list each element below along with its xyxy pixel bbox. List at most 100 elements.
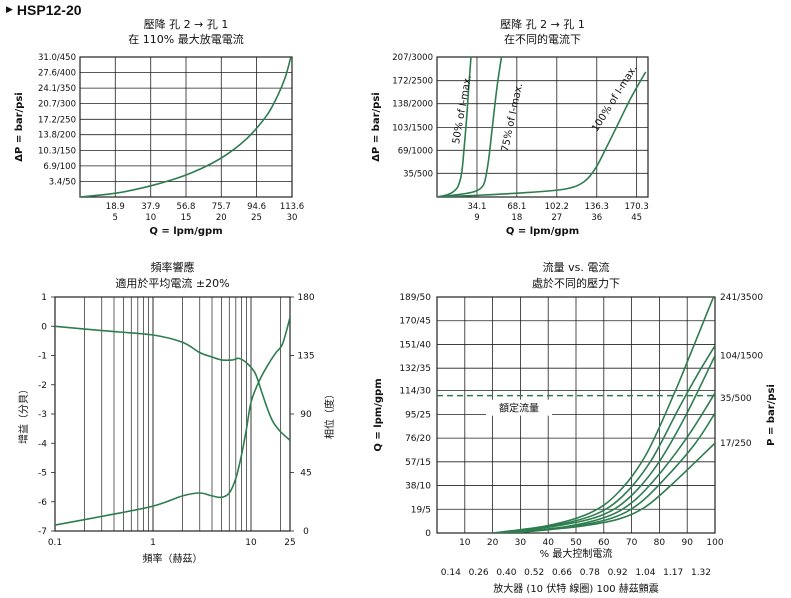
chart4-xtick-label: 40 bbox=[542, 538, 554, 548]
chart3-xtick-label: 25 bbox=[284, 538, 295, 548]
chart2-xlabel: Q = lpm/gpm bbox=[506, 226, 579, 237]
chart4-xtick-label: 60 bbox=[598, 538, 610, 548]
chart4-xtick2-label: 1.32 bbox=[691, 568, 711, 578]
chart1-frame bbox=[79, 56, 293, 198]
chart4-y2label: P = bar/psi bbox=[766, 384, 777, 446]
chart1-ytick-label: 31.0/450 bbox=[38, 53, 76, 63]
chart4-curve bbox=[503, 355, 715, 533]
chart1-subtitle: 在 110% 最大放電電流 bbox=[128, 32, 243, 46]
chart4-ytick-label: 189/50 bbox=[399, 293, 431, 303]
chart4-xtick2-label: 1.17 bbox=[663, 568, 683, 578]
chart4-xtick2-label: 0.26 bbox=[469, 568, 489, 578]
chart2-series-annotation: 75% of I-max. bbox=[500, 82, 525, 153]
chart2-subtitle: 在不同的電流下 bbox=[504, 32, 581, 46]
chart4-rated-flow-label: 額定流量 bbox=[499, 402, 539, 415]
chart4-xtick2-label: 0.78 bbox=[580, 568, 600, 578]
chart4-frame bbox=[436, 296, 716, 534]
chart3-xtick-label: 0.1 bbox=[48, 538, 62, 548]
chart4-xtick-label: 50 bbox=[570, 538, 582, 548]
chart1-ytick-label: 24.1/350 bbox=[38, 84, 76, 94]
chart3-subtitle: 適用於平均電流 ±20% bbox=[115, 276, 229, 290]
chart4-xtick-label: 30 bbox=[515, 538, 527, 548]
chart1-xtick-label2: 10 bbox=[145, 213, 156, 223]
chart1-xtick-label2: 20 bbox=[216, 213, 227, 223]
page-header: ▶ HSP12-20 bbox=[6, 2, 82, 18]
chart4-curve bbox=[498, 345, 715, 533]
chart4-xtick2-label: 0.52 bbox=[524, 568, 544, 578]
chart2-series-annotation: 50% of I-max. bbox=[451, 74, 474, 145]
chart1-ytick-label: 3.4/50 bbox=[49, 178, 76, 188]
chart4-xtick-label: 20 bbox=[487, 538, 499, 548]
chart4-ytick-label: 114/30 bbox=[399, 387, 431, 397]
chart3-xtick-label: 1 bbox=[150, 538, 156, 548]
chart3-frame bbox=[54, 296, 291, 532]
chart4-curve bbox=[512, 442, 715, 533]
chart3-xlabel: 頻率（赫茲） bbox=[143, 552, 203, 565]
chart3-ytick-label: 0 bbox=[41, 322, 47, 332]
chart4-xlabel2: 放大器 (10 伏特 線圈) 100 赫茲顫震 bbox=[493, 582, 659, 595]
chart2-xtick-label: 136.3 bbox=[585, 202, 609, 212]
chart4-xtick2-label: 1.04 bbox=[635, 568, 655, 578]
chart4-xtick-label: 90 bbox=[681, 538, 693, 548]
bullet-triangle-icon: ▶ bbox=[6, 5, 13, 15]
chart1-xtick-label2: 25 bbox=[251, 213, 262, 223]
chart3-ytick-label: 1 bbox=[41, 293, 47, 303]
chart3-y2tick-label: 45 bbox=[300, 469, 311, 479]
chart2-curve bbox=[437, 57, 503, 197]
chart4-xtick-label: 100 bbox=[706, 538, 723, 548]
chart3-y2tick-label: 0 bbox=[303, 527, 309, 537]
chart1-title: 壓降 孔 2 → 孔 1 bbox=[144, 17, 229, 31]
chart3-title: 頻率響應 bbox=[151, 260, 195, 274]
chart1-ytick-label: 10.3/150 bbox=[38, 146, 76, 156]
chart1-xtick-label2: 15 bbox=[181, 213, 192, 223]
chart3-curve bbox=[55, 325, 290, 441]
chart1-xtick-label: 113.6 bbox=[280, 202, 304, 212]
chart3-ytick-label: -3 bbox=[38, 410, 47, 420]
chart1-ytick-label: 17.2/250 bbox=[38, 115, 76, 125]
chart4-xtick2-label: 0.66 bbox=[552, 568, 572, 578]
chart4-xtick2-label: 0.40 bbox=[496, 568, 516, 578]
chart4-xtick-label: 80 bbox=[654, 538, 666, 548]
chart2-ytick-label: 138/2000 bbox=[392, 100, 433, 110]
chart3-ylabel: 增益（分貝） bbox=[17, 384, 30, 444]
chart2-xtick-label: 34.1 bbox=[468, 202, 487, 212]
chart2-ytick-label: 103/1500 bbox=[392, 123, 433, 133]
chart4-pressure-label: 35/500 bbox=[720, 394, 752, 404]
chart2-series-annotation: 100% of I-max. bbox=[590, 63, 640, 133]
chart2-xtick-label2: 18 bbox=[511, 213, 522, 223]
chart2-ytick-label: 35/500 bbox=[403, 169, 433, 179]
chart2-xtick-label2: 9 bbox=[474, 213, 479, 223]
chart1-xtick-label: 94.6 bbox=[247, 202, 266, 212]
chart4-subtitle: 處於不同的壓力下 bbox=[532, 276, 620, 290]
chart4-ytick-label: 170/45 bbox=[399, 317, 431, 327]
chart1-xtick-label: 75.7 bbox=[212, 202, 231, 212]
chart3-ytick-label: -5 bbox=[38, 469, 47, 479]
chart3-y2tick-label: 90 bbox=[300, 410, 312, 420]
chart1-ylabel: ΔP = bar/psi bbox=[14, 92, 25, 161]
chart4-xtick-label: 10 bbox=[459, 538, 471, 548]
chart1-xlabel: Q = lpm/gpm bbox=[149, 226, 222, 237]
chart1-ytick-label: 13.8/200 bbox=[38, 131, 76, 141]
chart1-xtick-label2: 5 bbox=[113, 213, 118, 223]
chart3-y2tick-label: 180 bbox=[297, 293, 314, 303]
chart2-xtick-label2: 36 bbox=[591, 213, 602, 223]
chart2-xtick-label: 102.2 bbox=[545, 202, 569, 212]
chart3-curve bbox=[55, 317, 290, 526]
chart4-xtick-label: 70 bbox=[626, 538, 638, 548]
chart3-xtick-label: 10 bbox=[245, 538, 257, 548]
chart3-y2label: 相位（度） bbox=[323, 389, 336, 439]
chart4-ytick-label: 0 bbox=[425, 529, 431, 539]
chart2-xtick-label: 68.1 bbox=[507, 202, 526, 212]
chart2-curve bbox=[437, 71, 647, 197]
chart4-pressure-label: 241/3500 bbox=[720, 293, 763, 303]
chart1-xtick-label: 56.8 bbox=[177, 202, 196, 212]
chart4-ytick-label: 95/25 bbox=[405, 410, 431, 420]
chart4-pressure-label: 104/1500 bbox=[720, 352, 763, 362]
chart1-xtick-label: 37.9 bbox=[141, 202, 160, 212]
chart2-xtick-label2: 27 bbox=[551, 213, 562, 223]
chart4-ytick-label: 19/5 bbox=[411, 505, 431, 515]
chart1-ytick-label: 20.7/300 bbox=[38, 100, 76, 110]
chart1-ytick-label: 6.9/100 bbox=[43, 162, 76, 172]
chart4-ylabel: Q = lpm/gpm bbox=[373, 378, 384, 451]
